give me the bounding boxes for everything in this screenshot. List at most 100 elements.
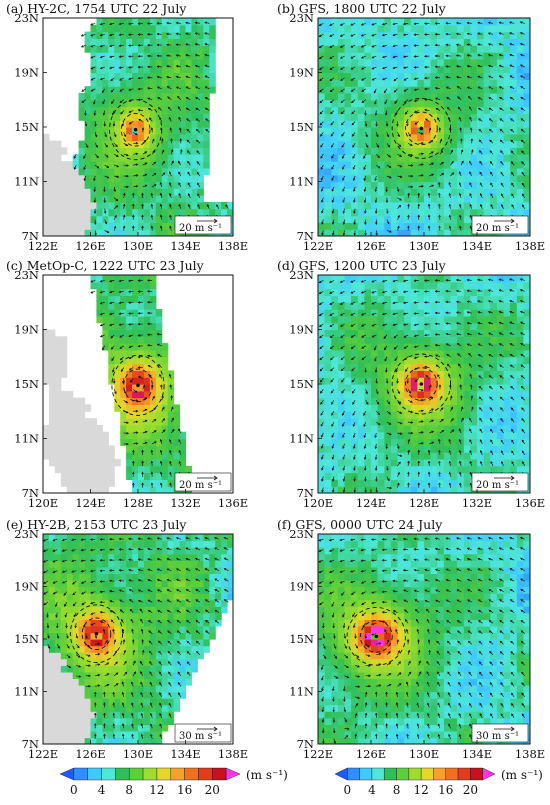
- wind-cell: [443, 208, 452, 217]
- wind-arrowhead: [500, 171, 503, 175]
- wind-cell: [138, 322, 145, 331]
- wind-cell: [390, 72, 399, 80]
- wind-arrowhead: [459, 203, 462, 207]
- x-tick-label: 136E: [218, 496, 248, 510]
- wind-cell: [337, 397, 346, 405]
- wind-cell: [167, 208, 175, 217]
- wind-arrow: [467, 86, 472, 90]
- wind-cell: [161, 18, 169, 26]
- radius-circle: [123, 368, 153, 403]
- wind-arrowhead: [157, 364, 161, 367]
- wind-cell: [167, 154, 175, 162]
- wind-cell: [331, 24, 339, 33]
- wind-cell: [483, 309, 491, 317]
- wind-arrow: [342, 186, 345, 192]
- wind-cell: [143, 215, 151, 223]
- wind-cell: [516, 154, 524, 162]
- wind-cell: [191, 120, 198, 128]
- wind-cell: [185, 133, 192, 142]
- wind-arrow: [386, 175, 392, 179]
- wind-cell: [516, 201, 524, 210]
- wind-cell: [132, 465, 139, 474]
- wind-cell: [470, 322, 478, 331]
- wind-cell: [450, 438, 458, 446]
- wind-cell: [324, 431, 332, 440]
- wind-cell: [384, 356, 392, 365]
- x-tick-label: 126E: [356, 239, 386, 253]
- wind-cell: [197, 79, 204, 87]
- wind-arrow: [149, 117, 153, 122]
- wind-cell: [96, 222, 103, 230]
- wind-cell: [54, 336, 62, 344]
- wind-cell: [143, 336, 151, 344]
- wind-cell: [108, 222, 115, 230]
- wind-cell: [48, 397, 56, 405]
- wind-cell: [523, 363, 530, 371]
- wind-cell: [209, 45, 216, 53]
- wind-cell: [390, 465, 399, 474]
- wind-arrow: [522, 193, 525, 198]
- wind-arrowhead: [342, 178, 345, 181]
- wind-cell: [384, 195, 392, 203]
- wind-cell: [430, 113, 438, 121]
- wind-cell: [209, 201, 216, 210]
- wind-cell: [84, 147, 92, 155]
- wind-cell: [377, 31, 385, 39]
- wind-arrow: [133, 164, 138, 166]
- wind-cell: [324, 79, 332, 87]
- wind-cell: [203, 167, 210, 176]
- wind-cell: [410, 18, 418, 26]
- wind-arrow: [170, 149, 173, 155]
- wind-cell: [463, 120, 471, 128]
- wind-arrow: [350, 33, 356, 37]
- wind-cell: [490, 370, 498, 378]
- wind-arrow: [74, 164, 77, 170]
- wind-arrowhead: [175, 21, 179, 25]
- wind-cell: [357, 201, 365, 210]
- wind-cell: [126, 208, 133, 217]
- wind-cell: [477, 445, 485, 453]
- wind-cell: [132, 45, 139, 53]
- wind-cell: [390, 322, 399, 331]
- wind-arrowhead: [329, 56, 333, 59]
- wind-cell: [430, 24, 438, 33]
- wind-arrow: [195, 22, 200, 24]
- wind-cell: [397, 24, 405, 33]
- wind-cell: [84, 92, 92, 101]
- wind-cell: [126, 167, 133, 176]
- y-tick-label: 19N: [14, 66, 39, 80]
- wind-arrowhead: [521, 193, 525, 197]
- wind-cell: [90, 418, 97, 426]
- wind-cell: [490, 147, 498, 155]
- wind-cell: [60, 445, 68, 453]
- wind-arrowhead: [113, 225, 117, 229]
- wind-cell: [390, 188, 399, 196]
- wind-cell: [108, 315, 115, 324]
- wind-arrowhead: [353, 233, 356, 236]
- wind-cell: [377, 167, 385, 176]
- wind-cell: [397, 86, 405, 94]
- wind-cell: [371, 52, 379, 60]
- wind-arrowhead: [487, 32, 491, 35]
- wind-cell: [364, 486, 372, 493]
- wind-arrowhead: [177, 95, 180, 99]
- wind-cell: [149, 452, 157, 460]
- wind-cell: [96, 120, 103, 128]
- wind-cell: [463, 174, 471, 183]
- wind-arrowhead: [425, 118, 428, 121]
- wind-cell: [490, 79, 498, 87]
- wind-arrowhead: [478, 128, 481, 132]
- wind-arrow: [132, 389, 137, 393]
- wind-cell: [371, 133, 379, 142]
- wind-cell: [114, 161, 121, 169]
- wind-cell: [496, 343, 505, 351]
- wind-cell: [318, 384, 326, 392]
- wind-cell: [209, 38, 216, 46]
- wind-cell: [344, 370, 352, 378]
- wind-cell: [60, 167, 68, 176]
- wind-cell: [496, 106, 505, 114]
- wind-cell: [523, 329, 530, 337]
- wind-cell: [457, 349, 465, 358]
- wind-cell: [149, 363, 157, 371]
- wind-cell: [523, 288, 530, 296]
